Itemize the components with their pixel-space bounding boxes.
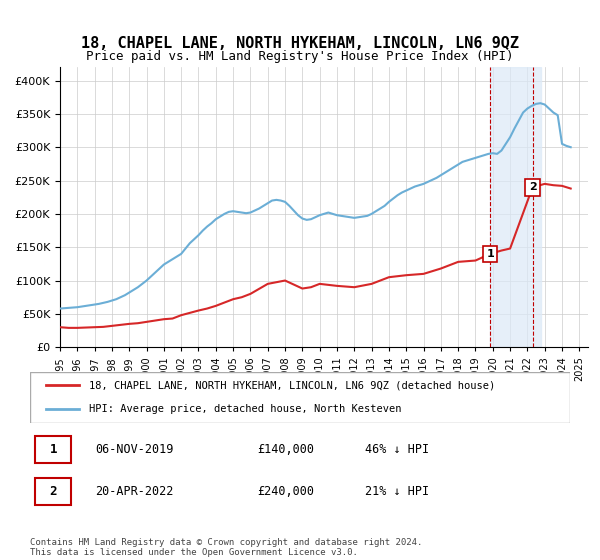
Text: 46% ↓ HPI: 46% ↓ HPI (365, 442, 429, 456)
Text: 18, CHAPEL LANE, NORTH HYKEHAM, LINCOLN, LN6 9QZ: 18, CHAPEL LANE, NORTH HYKEHAM, LINCOLN,… (81, 36, 519, 52)
Text: 06-NOV-2019: 06-NOV-2019 (95, 442, 173, 456)
Text: 2: 2 (49, 484, 57, 498)
Text: 2: 2 (529, 182, 536, 192)
Text: £240,000: £240,000 (257, 484, 314, 498)
Text: HPI: Average price, detached house, North Kesteven: HPI: Average price, detached house, Nort… (89, 404, 402, 414)
Text: 20-APR-2022: 20-APR-2022 (95, 484, 173, 498)
Text: 21% ↓ HPI: 21% ↓ HPI (365, 484, 429, 498)
Text: 18, CHAPEL LANE, NORTH HYKEHAM, LINCOLN, LN6 9QZ (detached house): 18, CHAPEL LANE, NORTH HYKEHAM, LINCOLN,… (89, 380, 496, 390)
Bar (490, 67, 541, 347)
Text: Contains HM Land Registry data © Crown copyright and database right 2024.
This d: Contains HM Land Registry data © Crown c… (30, 538, 422, 557)
Text: £140,000: £140,000 (257, 442, 314, 456)
FancyBboxPatch shape (30, 372, 570, 423)
FancyBboxPatch shape (35, 478, 71, 505)
Text: 1: 1 (487, 249, 494, 259)
FancyBboxPatch shape (35, 436, 71, 463)
Text: 1: 1 (49, 442, 57, 456)
Text: Price paid vs. HM Land Registry's House Price Index (HPI): Price paid vs. HM Land Registry's House … (86, 50, 514, 63)
